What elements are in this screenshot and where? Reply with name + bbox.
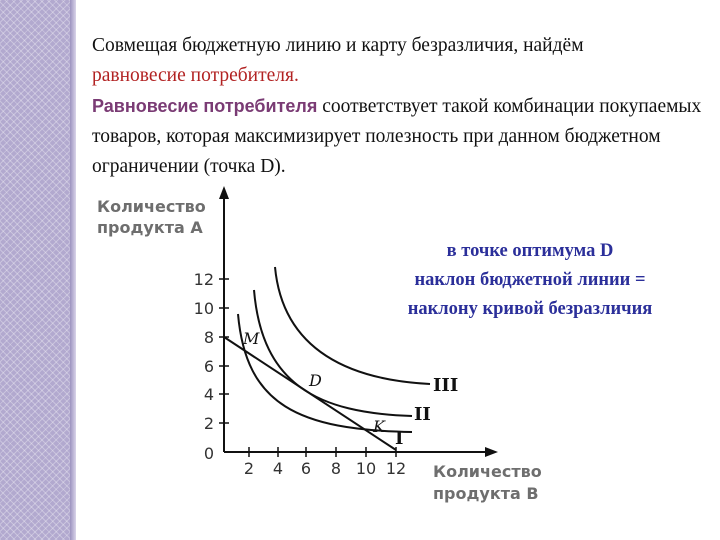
sidebar-edge <box>70 0 76 540</box>
curve-ii-label: II <box>414 404 431 425</box>
y-axis-arrow <box>219 186 229 199</box>
note-line-2: наклон бюджетной линии = <box>414 270 646 290</box>
x-ticks: 2 4 6 8 10 12 <box>244 447 406 478</box>
curve-iii-label: III <box>433 375 458 396</box>
y-tick-label: 2 <box>204 414 214 433</box>
y-ticks: 2 4 6 8 10 12 0 <box>194 270 229 463</box>
point-d-label: D <box>308 371 322 390</box>
y-tick-label: 10 <box>194 299 214 318</box>
indifference-curve-3 <box>274 266 431 385</box>
note-line-1: в точке оптимума D <box>446 241 614 261</box>
x-tick-label: 8 <box>331 459 341 478</box>
definition-term: Равновесие потребителя <box>92 96 318 116</box>
indifference-curve-2 <box>253 289 413 417</box>
slide-text: Совмещая бюджетную линию и карту безразл… <box>92 31 712 182</box>
y-axis-title-2: продукта А <box>97 218 203 237</box>
x-tick-label: 2 <box>244 459 254 478</box>
point-m-label: M <box>242 329 260 348</box>
consumer-equilibrium-term: равновесие потребителя <box>92 65 294 86</box>
definition-paragraph: Равновесие потребителя соответствует так… <box>92 91 712 182</box>
y-tick-label: 12 <box>194 270 214 289</box>
y-tick-label: 8 <box>204 328 214 347</box>
y-tick-label: 4 <box>204 385 214 404</box>
indifference-curve-1 <box>237 313 413 433</box>
x-axis-title-1: Количество <box>433 462 542 481</box>
note-line-3: наклону кривой безразличия <box>407 299 653 319</box>
optimum-note: в точке оптимума D наклон бюджетной лини… <box>360 237 700 324</box>
decorative-sidebar <box>0 0 70 540</box>
x-tick-label: 4 <box>273 459 283 478</box>
intro-line-1: Совмещая бюджетную линию и карту безразл… <box>92 35 584 56</box>
budget-line <box>223 336 397 451</box>
x-tick-label: 10 <box>356 459 376 478</box>
x-tick-label: 6 <box>301 459 311 478</box>
definition-text: соответствует такой комбинации покупаемы… <box>92 96 702 177</box>
x-tick-label: 12 <box>386 459 406 478</box>
intro-paragraph: Совмещая бюджетную линию и карту безразл… <box>92 31 712 91</box>
x-axis-arrow <box>485 447 498 457</box>
curve-i-label: I <box>395 428 403 449</box>
point-k-label: K <box>372 417 386 436</box>
x-axis-title-2: продукта В <box>433 484 539 503</box>
origin-label: 0 <box>204 444 214 463</box>
y-tick-label: 6 <box>204 357 214 376</box>
y-axis-title-1: Количество <box>97 197 206 216</box>
intro-period: . <box>293 65 299 86</box>
